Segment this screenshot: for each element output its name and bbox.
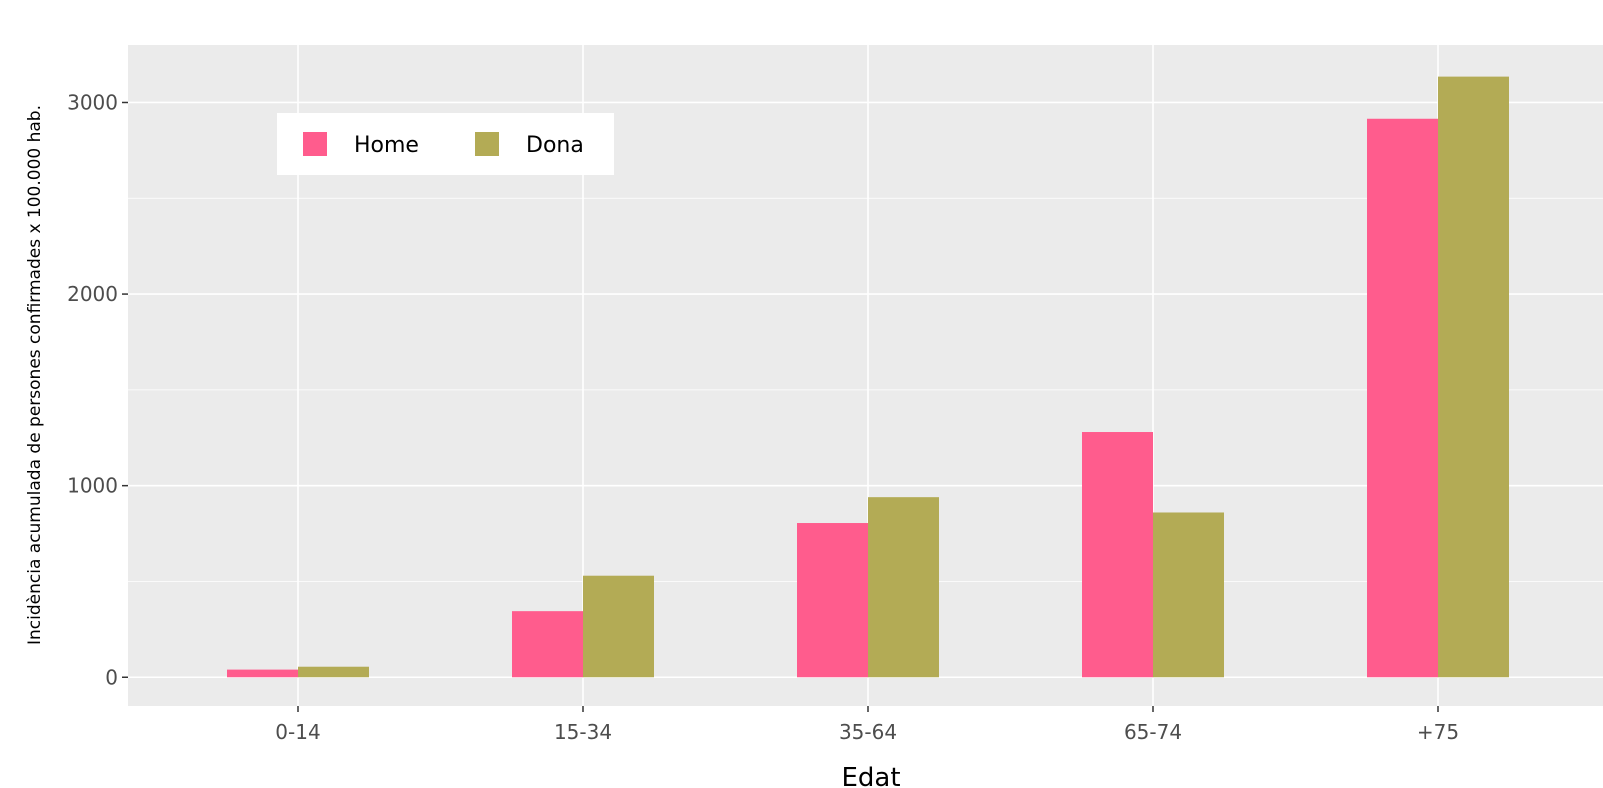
- bar-home-+75: [1367, 118, 1438, 678]
- legend-label-dona: Dona: [526, 133, 584, 158]
- legend-box: [277, 113, 614, 175]
- bar-home-15-34: [512, 611, 583, 678]
- bar-dona-35-64: [868, 497, 939, 678]
- y-tick-label: 1000: [67, 474, 118, 498]
- x-tick-label: +75: [1417, 720, 1459, 744]
- legend-swatch-home: [303, 132, 327, 156]
- y-axis-title: Incidència acumulada de persones confirm…: [25, 105, 45, 645]
- bar-dona-0-14: [298, 666, 369, 678]
- y-tick-label: 2000: [67, 282, 118, 306]
- bar-home-65-74: [1082, 432, 1153, 678]
- bar-home-35-64: [797, 523, 868, 678]
- x-tick-label: 15-34: [554, 720, 612, 744]
- x-tick-label: 35-64: [839, 720, 897, 744]
- y-axis: 0 1000 2000 3000: [67, 90, 128, 689]
- x-axis: 0-14 15-34 35-64 65-74 +75: [275, 706, 1459, 744]
- x-tick-label: 0-14: [275, 720, 320, 744]
- x-axis-title: Edat: [841, 763, 900, 788]
- legend: Home Dona: [277, 113, 614, 175]
- y-tick-label: 3000: [67, 90, 118, 114]
- bar-dona-65-74: [1153, 512, 1224, 678]
- y-tick-label: 0: [105, 665, 118, 689]
- bar-dona-15-34: [583, 575, 654, 678]
- x-tick-label: 65-74: [1124, 720, 1182, 744]
- bar-dona-+75: [1438, 76, 1509, 678]
- bars: [227, 76, 1509, 678]
- bar-home-0-14: [227, 669, 298, 678]
- legend-label-home: Home: [354, 133, 419, 158]
- legend-swatch-dona: [475, 132, 499, 156]
